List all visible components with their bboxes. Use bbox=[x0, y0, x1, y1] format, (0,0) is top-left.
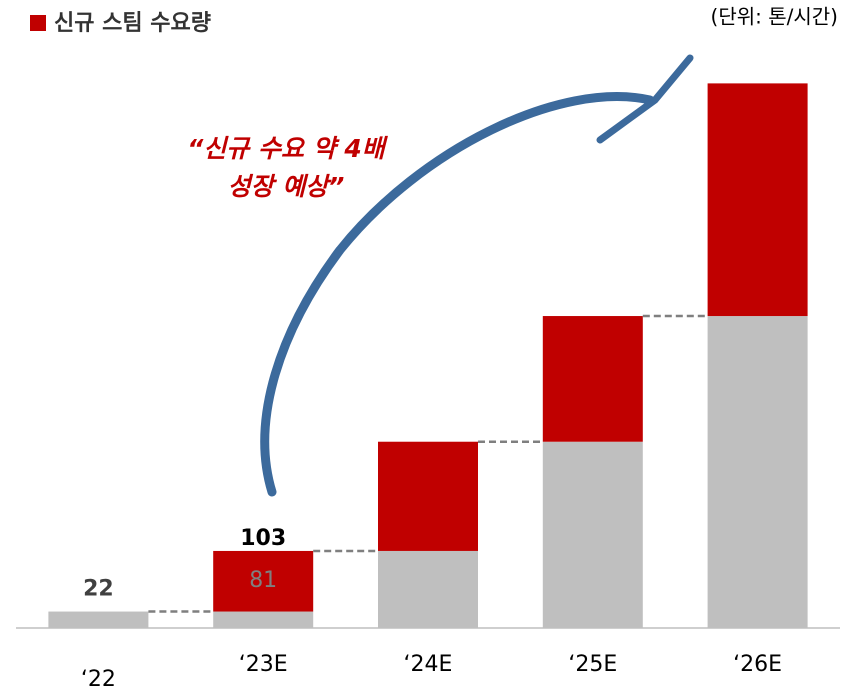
arrow-head bbox=[596, 54, 694, 144]
unit-label: (단위: 톤/시간) bbox=[711, 5, 838, 29]
bar-segment bbox=[542, 441, 643, 628]
x-tick-label: ‘26E bbox=[733, 652, 782, 677]
legend-label: 신규 스팀 수요량 bbox=[54, 11, 211, 36]
x-tick-label: ‘23E bbox=[239, 652, 288, 677]
bar-segment bbox=[213, 550, 314, 612]
x-tick-label: ‘22 bbox=[81, 667, 116, 689]
annotation: “신규 수요 약 4배 bbox=[187, 134, 389, 163]
annotation: 성장 예상” bbox=[228, 172, 345, 201]
bar-segment bbox=[542, 316, 643, 442]
bar-segment bbox=[707, 83, 808, 317]
bar-segment bbox=[378, 441, 478, 551]
legend-swatch bbox=[30, 15, 46, 31]
x-tick-label: ‘24E bbox=[404, 652, 453, 677]
arrow-curve bbox=[260, 92, 655, 497]
data-label: 81 bbox=[249, 568, 277, 593]
bar-segment bbox=[213, 611, 314, 628]
bar-segment bbox=[378, 550, 478, 628]
data-label: 22 bbox=[83, 577, 114, 602]
x-tick-label: ‘25E bbox=[568, 652, 617, 677]
total-label: 103 bbox=[240, 526, 286, 551]
bar-segment bbox=[707, 316, 808, 628]
bar-segment bbox=[48, 611, 149, 628]
